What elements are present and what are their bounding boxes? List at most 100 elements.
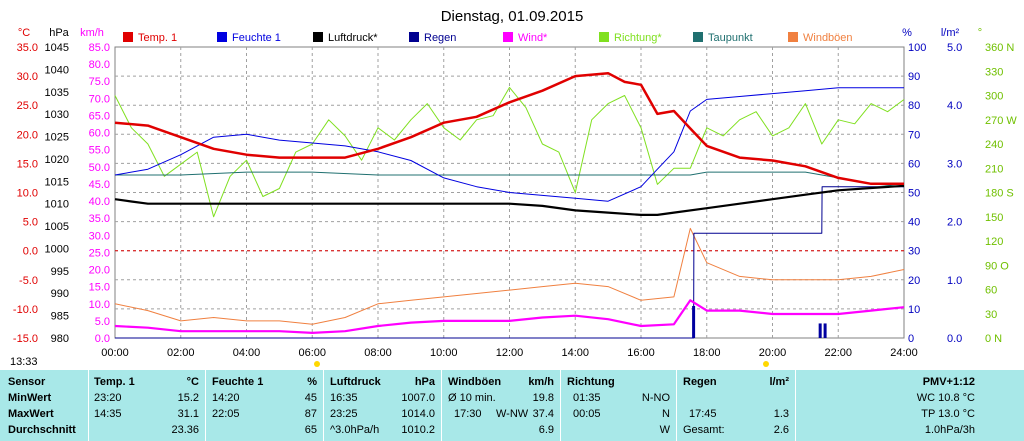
legend-swatch [313, 32, 323, 42]
rain-bar [818, 323, 822, 338]
chart-legend: Temp. 1 Feuchte 1 Luftdruck* Regen Wind* Rich… [123, 32, 853, 44]
series-line [115, 186, 904, 339]
temp-min: 15.2 [177, 392, 199, 404]
left-tick-label: 985 [51, 311, 69, 323]
gusts-avg: 6.9 [538, 424, 554, 436]
left-tick-label: 80.0 [89, 59, 110, 71]
pmv-column: PMV+1:12 WC 10.8 °C TP 13.0 °C 1.0hPa/3h [880, 374, 975, 438]
rain-unit: l/m² [769, 376, 789, 388]
direction-header: Richtung [567, 376, 615, 388]
left-tick-label: 10.0 [89, 299, 110, 311]
pressure-column: Luftdruck hPa 16:35 1007.0 23:25 1014.0 ^3.… [330, 374, 435, 438]
left-tick-label: 995 [51, 266, 69, 278]
sensor-column: Sensor MinWert MaxWert Durchschnitt [8, 374, 88, 438]
left-tick-label: 25.0 [89, 247, 110, 259]
temp-header: Temp. 1 [94, 376, 135, 388]
legend-swatch [217, 32, 227, 42]
series-line [114, 71, 904, 186]
left-tick-label: 15.0 [17, 158, 38, 170]
series-line [114, 87, 904, 202]
avg-label: Durchschnitt [8, 424, 76, 436]
right-tick-label: 150 [985, 212, 1003, 224]
left-tick-label: 980 [51, 333, 69, 345]
direction-column: Richtung 01:35 N-NO 00:05 N W [567, 374, 670, 438]
axis-unit-label: ° [978, 27, 982, 39]
right-tick-label: 20 [908, 275, 920, 287]
left-tick-label: 0.0 [23, 246, 38, 258]
left-tick-label: 75.0 [89, 76, 110, 88]
left-tick-label: 990 [51, 288, 69, 300]
right-tick-label: 240 [985, 139, 1003, 151]
gusts-max: 37.4 [532, 408, 554, 420]
left-tick-label: 20.0 [17, 129, 38, 141]
pmv-windchill: WC 10.8 °C [916, 392, 975, 404]
right-tick-label: 90 [908, 71, 920, 83]
x-tick-label: 16:00 [627, 347, 655, 359]
rain-total-label: Gesamt: [683, 424, 725, 436]
series-line [114, 184, 905, 216]
left-axis-ticks: 35.0 30.0 25.0 20.0 15.0 10.0 5.0 0.0 -5.0 -10.0 -… [13, 42, 110, 345]
left-tick-label: 30.0 [17, 71, 38, 83]
x-tick-label: 02:00 [167, 347, 195, 359]
legend-swatch [599, 32, 609, 42]
left-tick-label: 1000 [45, 243, 69, 255]
right-tick-label: 10 [908, 304, 920, 316]
left-tick-label: 35.0 [89, 213, 110, 225]
right-tick-label: 5.0 [947, 42, 962, 54]
direction-max-time: 00:05 [573, 408, 601, 420]
right-tick-label: 90 O [985, 260, 1009, 272]
series-line [114, 86, 905, 218]
legend-swatch [503, 32, 513, 42]
legend-label: Richtung* [614, 32, 662, 44]
pressure-avg: 1010.2 [401, 424, 435, 436]
series-line [114, 299, 905, 334]
left-tick-label: 15.0 [89, 282, 110, 294]
right-tick-label: 60 [985, 285, 997, 297]
left-tick-label: 1025 [45, 132, 69, 144]
axis-unit-label: km/h [80, 27, 104, 39]
rain-max: 1.3 [773, 408, 789, 420]
divider [88, 370, 89, 441]
pmv-pressure-trend: 1.0hPa/3h [924, 424, 975, 436]
temp-min-time: 23:20 [94, 392, 122, 404]
left-tick-label: 45.0 [89, 179, 110, 191]
gusts-max-direction: W-NW [496, 408, 529, 420]
temp-max: 31.1 [177, 408, 199, 420]
axis-unit-label: l/m² [941, 27, 960, 39]
x-tick-label: 20:00 [759, 347, 787, 359]
x-tick-label: 22:00 [824, 347, 852, 359]
right-tick-label: 360 N [985, 42, 1014, 54]
humidity-max: 87 [304, 408, 317, 420]
right-tick-label: 60 [908, 158, 920, 170]
right-tick-label: 0 N [985, 333, 1002, 345]
pressure-min-time: 16:35 [330, 392, 358, 404]
divider [676, 370, 677, 441]
direction-min: N-NO [641, 392, 670, 404]
pressure-max-time: 23:25 [330, 408, 358, 420]
x-tick-label: 06:00 [298, 347, 326, 359]
axis-unit-label: °C [18, 27, 30, 39]
right-axis-ticks: 10090807060504030201005.04.03.02.01.00.0… [908, 42, 1017, 345]
axis-headers: °C hPa km/h% l/m² ° [18, 27, 982, 39]
right-tick-label: 2.0 [947, 217, 962, 229]
pressure-unit: hPa [414, 376, 435, 388]
legend-label: Wind* [518, 32, 548, 44]
rain-bar [692, 305, 696, 338]
current-time: 13:33 [10, 356, 38, 368]
temp-column: Temp. 1 °C 23:20 15.2 14:35 31.1 23.36 [94, 374, 199, 438]
sunset-marker [763, 361, 769, 367]
right-tick-label: 30 [908, 246, 920, 258]
left-tick-label: 65.0 [89, 110, 110, 122]
gusts-column: Windböen km/h Ø 10 min. 19.8 17:30 W-NW 37.4… [448, 374, 554, 438]
legend-swatch [409, 32, 419, 42]
rain-total: 2.6 [773, 424, 789, 436]
legend-label: Temp. 1 [138, 32, 177, 44]
x-tick-label: 08:00 [364, 347, 392, 359]
left-tick-label: 1035 [45, 87, 69, 99]
left-tick-label: 1030 [45, 109, 69, 121]
humidity-header: Feuchte 1 [212, 376, 264, 388]
left-tick-label: 1040 [45, 64, 69, 76]
left-tick-label: 10.0 [17, 188, 38, 200]
divider [323, 370, 324, 441]
left-tick-label: 85.0 [89, 42, 110, 54]
